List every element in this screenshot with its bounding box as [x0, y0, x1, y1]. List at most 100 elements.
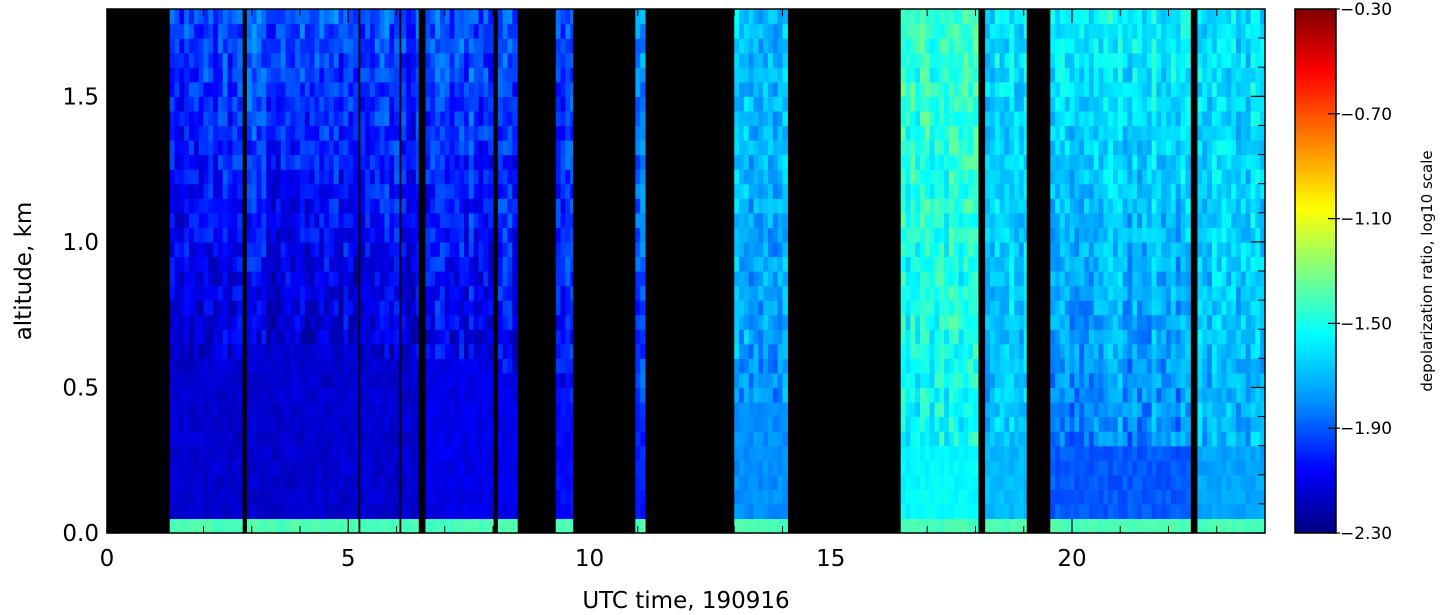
- heatmap-cell: [478, 372, 484, 389]
- heatmap-cell: [246, 474, 253, 490]
- heatmap-cell: [635, 518, 641, 533]
- heatmap-cell: [739, 198, 745, 214]
- heatmap-cell: [1185, 460, 1191, 476]
- heatmap-cell: [246, 445, 253, 461]
- heatmap-cell: [958, 431, 965, 447]
- heatmap-cell: [743, 271, 750, 287]
- heatmap-cell: [1004, 23, 1010, 39]
- heatmap-cell: [910, 343, 916, 359]
- heatmap-cell: [1009, 154, 1015, 170]
- heatmap-cell: [1151, 227, 1158, 243]
- heatmap-cell: [777, 169, 784, 185]
- heatmap-cell: [348, 518, 354, 533]
- heatmap-cell: [1127, 67, 1133, 83]
- heatmap-cell: [444, 23, 451, 39]
- heatmap-cell: [640, 387, 646, 403]
- heatmap-cell: [985, 169, 991, 185]
- heatmap-cell: [435, 402, 441, 418]
- heatmap-cell: [379, 460, 386, 476]
- heatmap-cell: [271, 67, 277, 83]
- heatmap-cell: [304, 372, 311, 389]
- heatmap-cell: [449, 489, 455, 505]
- heatmap-cell: [963, 198, 969, 214]
- heatmap-cell: [1146, 503, 1153, 520]
- heatmap-cell: [189, 169, 195, 185]
- heatmap-cell: [734, 329, 740, 345]
- heatmap-cell: [1009, 358, 1015, 374]
- heatmap-cell: [389, 387, 395, 403]
- heatmap-cell: [464, 81, 470, 97]
- heatmap-cell: [271, 198, 277, 214]
- heatmap-cell: [1161, 256, 1167, 272]
- heatmap-cell: [290, 23, 296, 39]
- heatmap-cell: [1166, 125, 1172, 141]
- heatmap-cell: [763, 23, 769, 39]
- heatmap-cell: [910, 81, 916, 97]
- heatmap-cell: [439, 518, 446, 533]
- heatmap-cell: [394, 271, 400, 287]
- heatmap-cell: [1050, 431, 1056, 447]
- heatmap-cell: [256, 503, 262, 520]
- heatmap-cell: [1074, 81, 1080, 97]
- heatmap-cell: [217, 300, 224, 316]
- heatmap-cell: [271, 227, 277, 243]
- heatmap-cell: [743, 110, 750, 127]
- heatmap-cell: [217, 96, 224, 112]
- heatmap-cell: [763, 358, 769, 374]
- heatmap-cell: [374, 183, 381, 199]
- heatmap-cell: [768, 445, 774, 461]
- heatmap-cell: [1059, 314, 1066, 330]
- heatmap-cell: [251, 445, 258, 461]
- heatmap-cell: [910, 300, 916, 316]
- heatmap-cell: [1064, 372, 1071, 389]
- heatmap-cell: [958, 343, 965, 359]
- heatmap-cell: [353, 241, 359, 258]
- heatmap-cell: [324, 140, 330, 156]
- heatmap-cell: [1014, 489, 1020, 505]
- heatmap-cell: [1175, 154, 1182, 170]
- heatmap-cell: [285, 329, 291, 345]
- heatmap-cell: [290, 198, 296, 214]
- heatmap-cell: [1132, 140, 1138, 156]
- heatmap-cell: [1113, 183, 1119, 199]
- heatmap-cell: [1161, 125, 1167, 141]
- heatmap-cell: [900, 52, 907, 68]
- heatmap-cell: [174, 285, 180, 301]
- heatmap-cell: [217, 387, 224, 403]
- heatmap-cell: [1170, 154, 1177, 170]
- heatmap-cell: [193, 256, 200, 272]
- heatmap-cell: [1093, 38, 1100, 54]
- heatmap-cell: [948, 518, 955, 533]
- heatmap-cell: [478, 314, 484, 330]
- heatmap-cell: [734, 416, 740, 432]
- heatmap-cell: [425, 110, 431, 127]
- heatmap-cell: [565, 416, 571, 432]
- heatmap-cell: [782, 23, 788, 39]
- heatmap-cell: [782, 38, 788, 54]
- heatmap-cell: [384, 518, 390, 533]
- heatmap-cell: [635, 503, 641, 520]
- heatmap-cell: [994, 460, 1001, 476]
- heatmap-cell: [374, 154, 381, 170]
- heatmap-cell: [1132, 154, 1138, 170]
- heatmap-cell: [1185, 503, 1191, 520]
- heatmap-cell: [203, 140, 209, 156]
- heatmap-cell: [934, 300, 940, 316]
- heatmap-cell: [379, 198, 386, 214]
- heatmap-cell: [319, 52, 325, 68]
- heatmap-cell: [295, 198, 301, 214]
- heatmap-cell: [439, 329, 446, 345]
- heatmap-cell: [280, 125, 287, 141]
- heatmap-cell: [763, 169, 769, 185]
- heatmap-cell: [507, 474, 513, 490]
- heatmap-cell: [271, 402, 277, 418]
- heatmap-cell: [449, 314, 455, 330]
- heatmap-cell: [1166, 431, 1172, 447]
- heatmap-cell: [1127, 503, 1133, 520]
- heatmap-cell: [929, 227, 936, 243]
- heatmap-cell: [763, 387, 769, 403]
- heatmap-cell: [1014, 518, 1020, 533]
- heatmap-cell: [379, 358, 386, 374]
- heatmap-cell: [348, 23, 354, 39]
- heatmap-cell: [900, 110, 907, 127]
